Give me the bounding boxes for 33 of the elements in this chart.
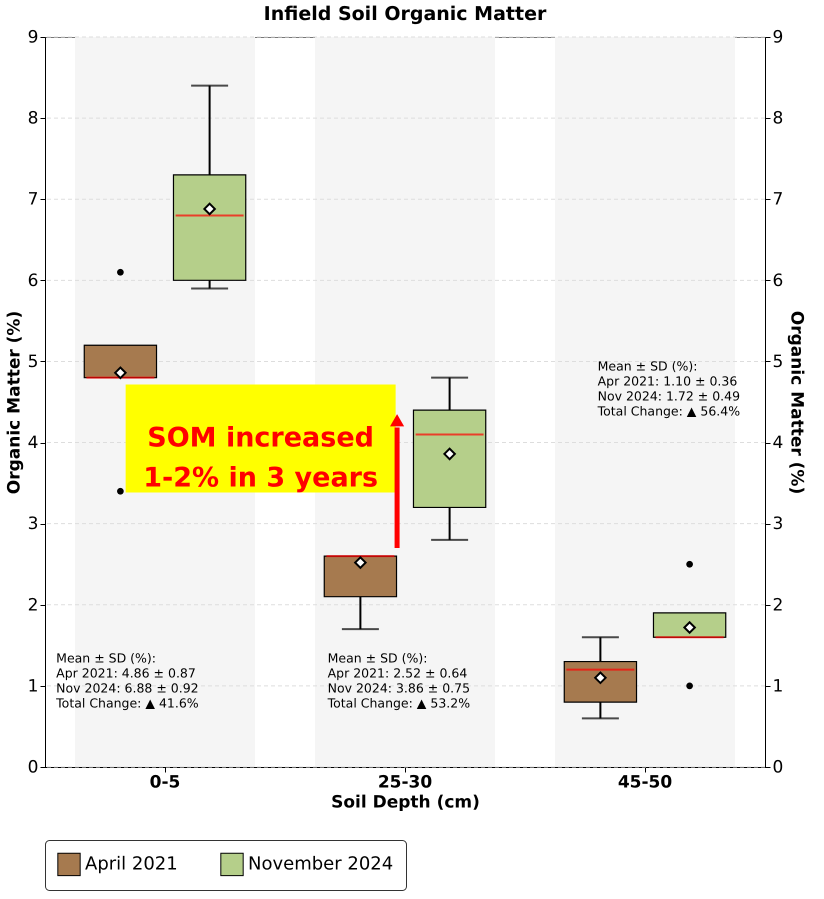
y-axis-title: Organic Matter (%) [4, 310, 25, 494]
y-tick-label: 9 [28, 28, 38, 48]
y-tick-label: 7 [28, 190, 38, 210]
y-tick-label: 3 [28, 514, 38, 534]
y2-tick-label: 7 [772, 190, 784, 210]
y-tick-label: 6 [28, 270, 38, 291]
annotation: SOM increased 1-2% in 3 years [143, 422, 378, 494]
x-tick-label: 25-30 [378, 772, 432, 792]
legend-label: November 2024 [248, 853, 394, 874]
y2-tick-label: 8 [772, 108, 784, 129]
y-tick-label: 1 [28, 676, 38, 696]
y2-axis-title: Organic Matter (%) [786, 310, 806, 494]
y-tick-label: 0 [28, 758, 38, 778]
y2-tick-label: 0 [772, 758, 784, 778]
y2-tick-label: 1 [772, 676, 784, 696]
y-tick-label: 2 [28, 595, 38, 616]
chart-title: Infield Soil Organic Matter [264, 3, 547, 25]
annotation: Mean ± SD (%): Apr 2021: 1.10 ± 0.36 Nov 2024: 1.72 ± 0.49 Total Change: ▲ 56.4% [596, 358, 740, 418]
y-tick-label: 8 [28, 108, 38, 129]
x-tick-label: 0-5 [150, 772, 180, 792]
y-tick-label: 4 [28, 433, 38, 454]
x-tick-label: 45-50 [618, 772, 672, 792]
x-axis-title: Soil Depth (cm) [331, 792, 480, 812]
annotation: Mean ± SD (%): Apr 2021: 4.86 ± 0.87 Nov 2024: 6.88 ± 0.92 Total Change: ▲ 41.6% [55, 650, 199, 710]
y2-tick-label: 5 [772, 352, 784, 372]
annotation: Mean ± SD (%): Apr 2021: 2.52 ± 0.64 Nov 2024: 3.86 ± 0.75 Total Change: ▲ 53.2% [326, 650, 470, 710]
y2-tick-label: 3 [772, 514, 784, 534]
legend-label: April 2021 [85, 853, 178, 874]
y2-tick-label: 6 [772, 270, 784, 291]
y2-tick-label: 9 [772, 28, 784, 48]
y2-tick-label: 2 [772, 595, 784, 616]
y-tick-label: 5 [28, 352, 38, 372]
y2-tick-label: 4 [772, 433, 784, 454]
